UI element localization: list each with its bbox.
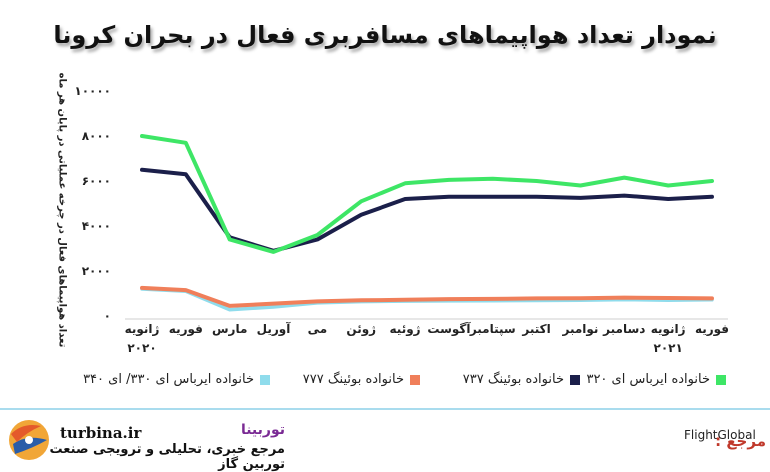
series-line-0 [140, 134, 714, 254]
x-tick-label: سپتامبر [469, 322, 516, 336]
site-url[interactable]: turbina.ir [60, 424, 142, 442]
legend-swatch-b777 [410, 375, 420, 385]
legend-item-a330: خانواده ایرباس ای ۳۳۰/ ای ۳۴۰ [83, 370, 270, 392]
x-tick-label: اکتبر [521, 322, 550, 336]
chart-title: نمودار تعداد هواپیماهای مسافربری فعال در… [53, 21, 717, 49]
x-year-label: ۲۰۲۱ [654, 341, 683, 355]
y-tick-label: ۶۰۰۰ [82, 174, 111, 188]
y-tick-label: ۲۰۰۰ [82, 264, 111, 278]
brand-name: توربینا [240, 422, 285, 438]
legend-label-b737: خانواده بوئینگ ۷۳۷ [462, 372, 564, 387]
legend-label-b777: خانواده بوئینگ ۷۷۷ [302, 372, 404, 387]
turbina-logo-icon [3, 414, 53, 466]
legend-swatch-a330 [260, 375, 270, 385]
y-tick-label: ۰ [104, 309, 111, 323]
legend-label-a320: خانواده ایرباس ای ۳۲۰ [586, 372, 710, 387]
x-tick-label: می [308, 322, 328, 336]
y-tick-label: ۱۰۰۰۰ [74, 84, 111, 98]
y-axis-label-box: تعداد هواپیماهای فعال در چرخه عملیاتی در… [52, 73, 72, 348]
x-year-label: ۲۰۲۰ [127, 341, 156, 355]
x-tick-label: نوامبر [561, 322, 598, 337]
legend-item-a320: خانواده ایرباس ای ۳۲۰ [586, 370, 726, 392]
x-tick-label: ژوئن [346, 322, 376, 337]
x-tick-label: دسامبر [602, 322, 645, 336]
legend-item-b777: خانواده بوئینگ ۷۷۷ [300, 370, 420, 392]
legend-label-a330: خانواده ایرباس ای ۳۳۰/ ای ۳۴۰ [83, 372, 254, 387]
x-tick-label: فوریه [695, 322, 729, 337]
x-tick-label: مارس [212, 322, 247, 336]
legend-swatch-a320 [716, 375, 726, 385]
x-tick-label: آوریل [257, 321, 292, 337]
y-axis-label: تعداد هواپیماهای فعال در چرخه عملیاتی در… [56, 72, 68, 348]
x-tick-label: ژوئیه [390, 322, 421, 337]
brand-description: مرجع خبری، تحلیلی و ترویجی صنعت توربین گ… [49, 442, 285, 472]
y-tick-label: ۸۰۰۰ [82, 129, 111, 143]
x-tick-label: ژانویه [651, 322, 686, 337]
y-tick-label: ۴۰۰۰ [82, 219, 111, 233]
legend-item-b737: خانواده بوئینگ ۷۳۷ [455, 370, 580, 392]
legend-swatch-b737 [570, 375, 580, 385]
series-line-2 [140, 285, 714, 308]
x-tick-label: ژانویه [125, 322, 160, 337]
source-label: مرجع : [715, 432, 766, 450]
x-tick-label: فوریه [169, 322, 203, 337]
footer-divider [0, 408, 770, 410]
x-tick-label: آگوست [427, 321, 471, 337]
